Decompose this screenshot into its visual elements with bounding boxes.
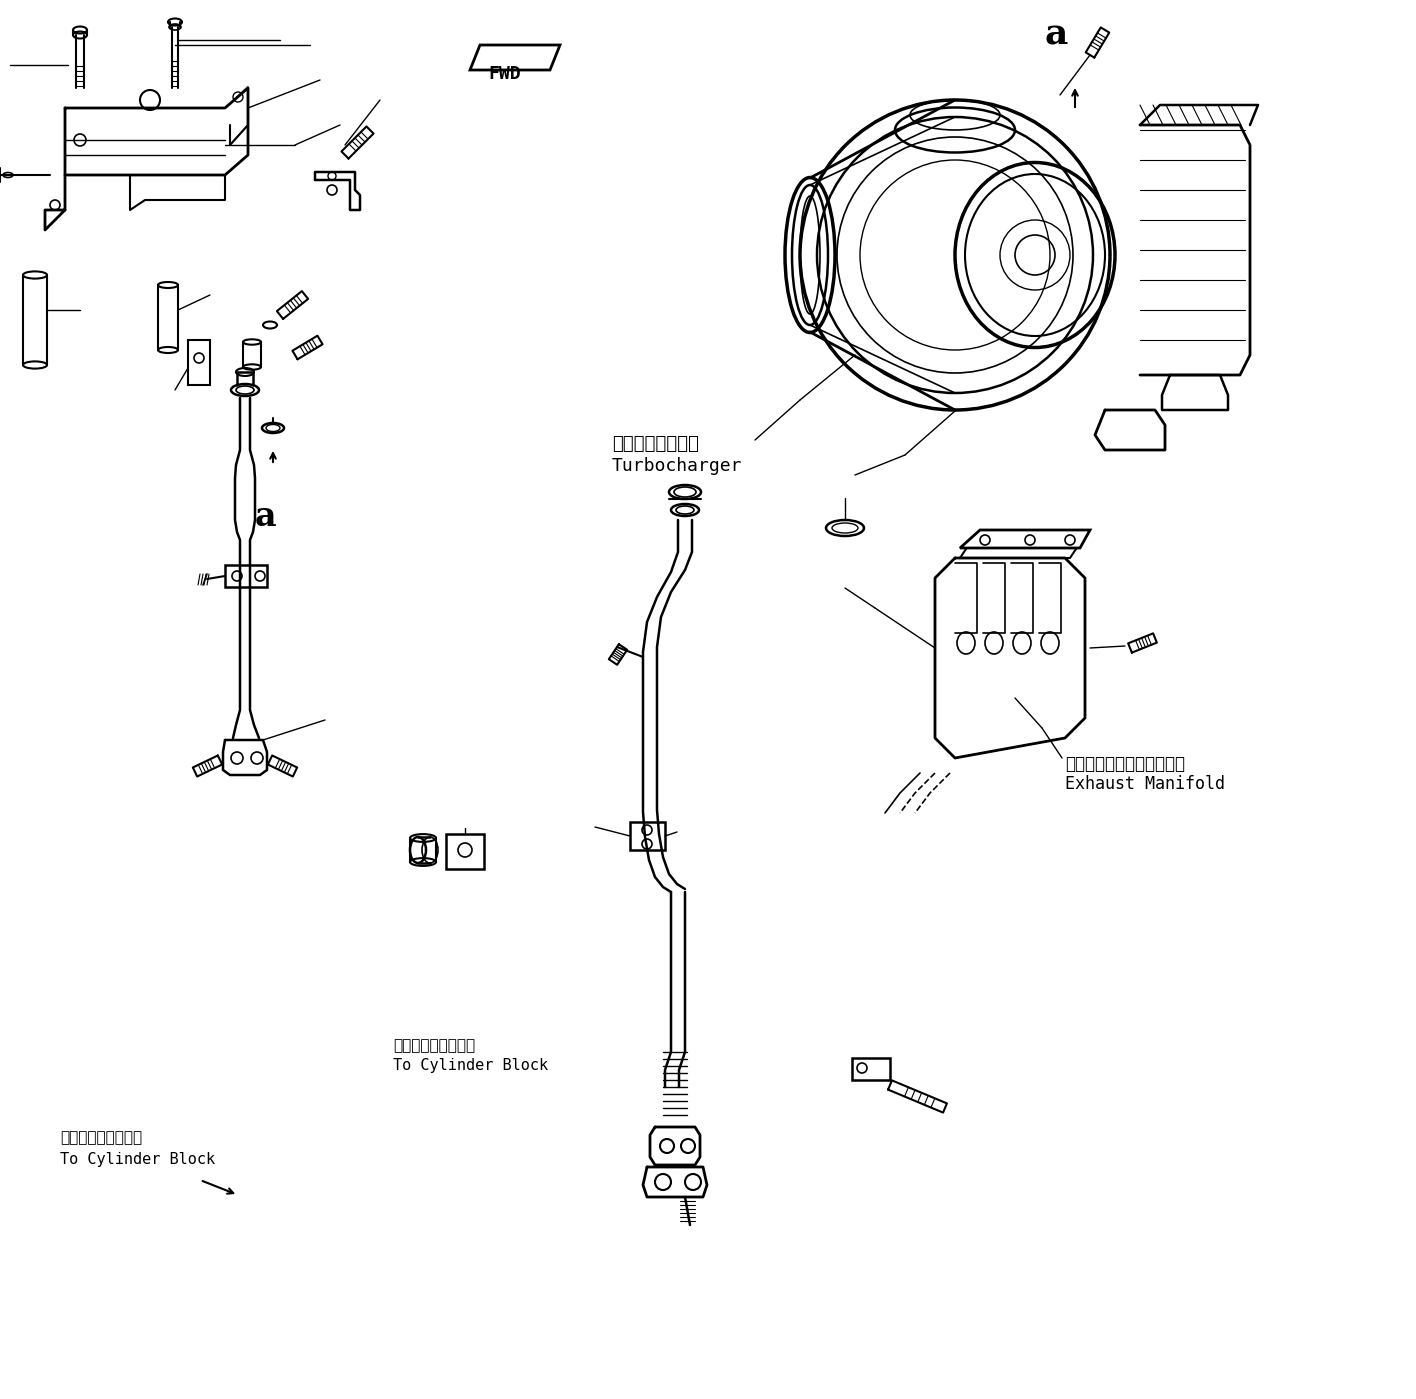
- Polygon shape: [470, 45, 559, 70]
- Text: ターボチャージャ: ターボチャージャ: [612, 435, 700, 453]
- Polygon shape: [960, 530, 1090, 548]
- Text: FWD: FWD: [489, 64, 521, 83]
- Text: a: a: [255, 499, 276, 533]
- Text: Exhaust Manifold: Exhaust Manifold: [1065, 775, 1225, 793]
- Text: シリンダブロックへ: シリンダブロックへ: [59, 1130, 142, 1144]
- Bar: [225, 565, 268, 588]
- Text: To Cylinder Block: To Cylinder Block: [394, 1058, 548, 1073]
- Bar: [630, 823, 666, 851]
- Text: a: a: [1045, 17, 1069, 50]
- Bar: [188, 340, 210, 385]
- Text: エキゾーストマニホールド: エキゾーストマニホールド: [1065, 755, 1185, 774]
- Text: To Cylinder Block: To Cylinder Block: [59, 1151, 215, 1167]
- Text: シリンダブロックへ: シリンダブロックへ: [394, 1038, 476, 1053]
- Bar: [446, 834, 484, 869]
- Text: Turbocharger: Turbocharger: [612, 457, 742, 476]
- Bar: [852, 1058, 891, 1080]
